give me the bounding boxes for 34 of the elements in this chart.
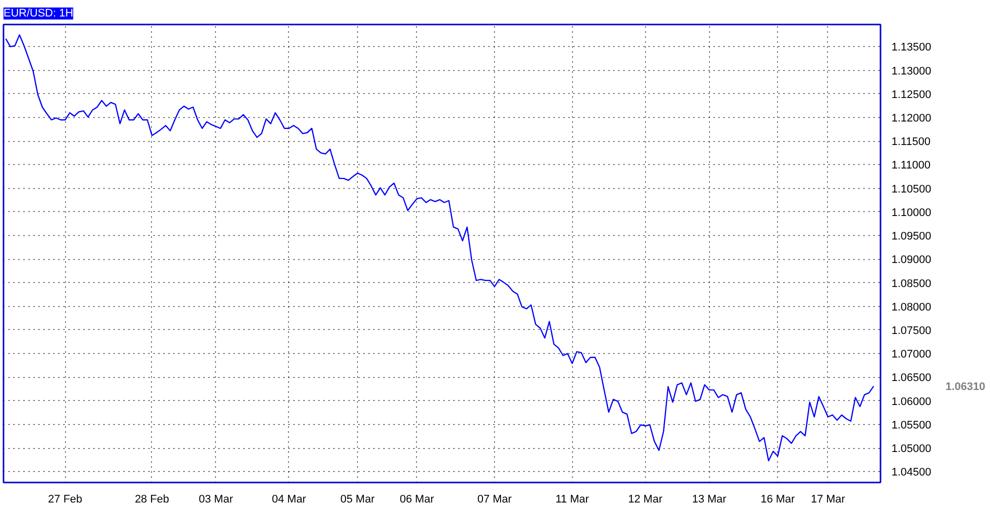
y-tick-label: 1.13000 — [892, 65, 932, 78]
y-tick-label: 1.08000 — [892, 301, 932, 314]
x-tick-label: 17 Mar — [810, 494, 846, 506]
y-tick-label: 1.09500 — [892, 230, 932, 243]
x-tick-label: 06 Mar — [400, 494, 434, 506]
y-tick-label: 1.12000 — [892, 112, 932, 125]
y-tick-label: 1.05500 — [892, 419, 932, 432]
y-tick-label: 1.11000 — [892, 160, 930, 172]
y-tick-label: 1.09000 — [892, 254, 932, 266]
x-tick-label: 12 Mar — [628, 494, 663, 506]
x-tick-label: 16 Mar — [760, 494, 796, 506]
x-tick-label: 04 Mar — [272, 494, 306, 506]
y-tick-label: 1.07500 — [892, 324, 932, 337]
y-tick-label: 1.05000 — [892, 443, 932, 456]
x-tick-label: 28 Feb — [134, 494, 170, 506]
y-tick-label: 1.10500 — [892, 183, 932, 196]
line-series — [5, 34, 874, 462]
y-tick-label: 1.06500 — [892, 372, 932, 384]
y-tick-label: 1.06000 — [892, 396, 932, 408]
y-tick-label: 1.07000 — [892, 348, 932, 361]
y-tick-label: 1.11500 — [892, 136, 930, 148]
y-tick-label: 1.10000 — [892, 206, 932, 219]
text: 1.06310 — [946, 381, 986, 394]
y-tick-label: 1.04500 — [892, 466, 932, 479]
y-tick-label: 1.08500 — [892, 278, 932, 290]
x-tick-label: 05 Mar — [340, 494, 375, 506]
x-tick-label: 07 Mar — [477, 494, 512, 506]
y-tick-label: 1.13500 — [892, 42, 932, 54]
y-tick-label: 1.12500 — [892, 88, 932, 101]
x-tick-label: 03 Mar — [198, 494, 234, 506]
chart-title: EUR/USD: 1H — [4, 8, 74, 20]
x-tick-label: 11 Mar — [555, 494, 590, 506]
x-tick-label: 13 Mar — [692, 494, 727, 506]
x-tick-label: 27 Feb — [48, 494, 82, 506]
